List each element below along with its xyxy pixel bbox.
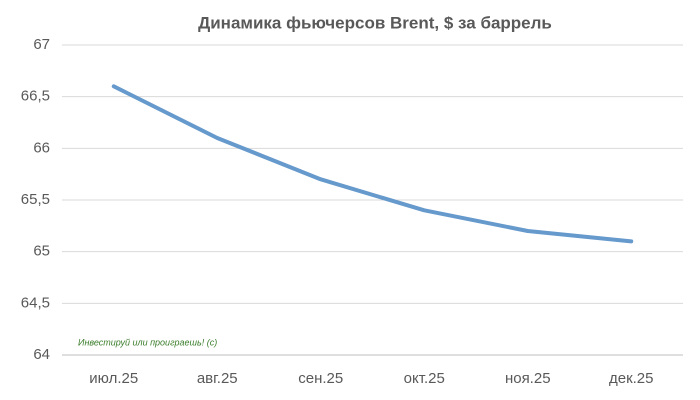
annotation: Инвестируй или проиграешь! (с) bbox=[78, 337, 217, 347]
y-tick-label: 65 bbox=[33, 243, 50, 260]
x-tick-label: дек.25 bbox=[609, 370, 654, 387]
chart-title: Динамика фьючерсов Brent, $ за баррель bbox=[198, 13, 552, 32]
x-tick-label: июл.25 bbox=[89, 370, 138, 387]
x-tick-label: ноя.25 bbox=[505, 370, 551, 387]
x-tick-label: авг.25 bbox=[197, 370, 238, 387]
y-tick-label: 64,5 bbox=[21, 294, 50, 311]
x-tick-label: сен.25 bbox=[298, 370, 343, 387]
x-tick-label: окт.25 bbox=[404, 370, 445, 387]
y-tick-label: 65,5 bbox=[21, 191, 50, 208]
y-tick-label: 64 bbox=[33, 346, 50, 363]
y-tick-label: 67 bbox=[33, 36, 50, 53]
data-line bbox=[111, 84, 634, 244]
y-tick-label: 66 bbox=[33, 139, 50, 156]
y-tick-label: 66,5 bbox=[21, 88, 50, 105]
